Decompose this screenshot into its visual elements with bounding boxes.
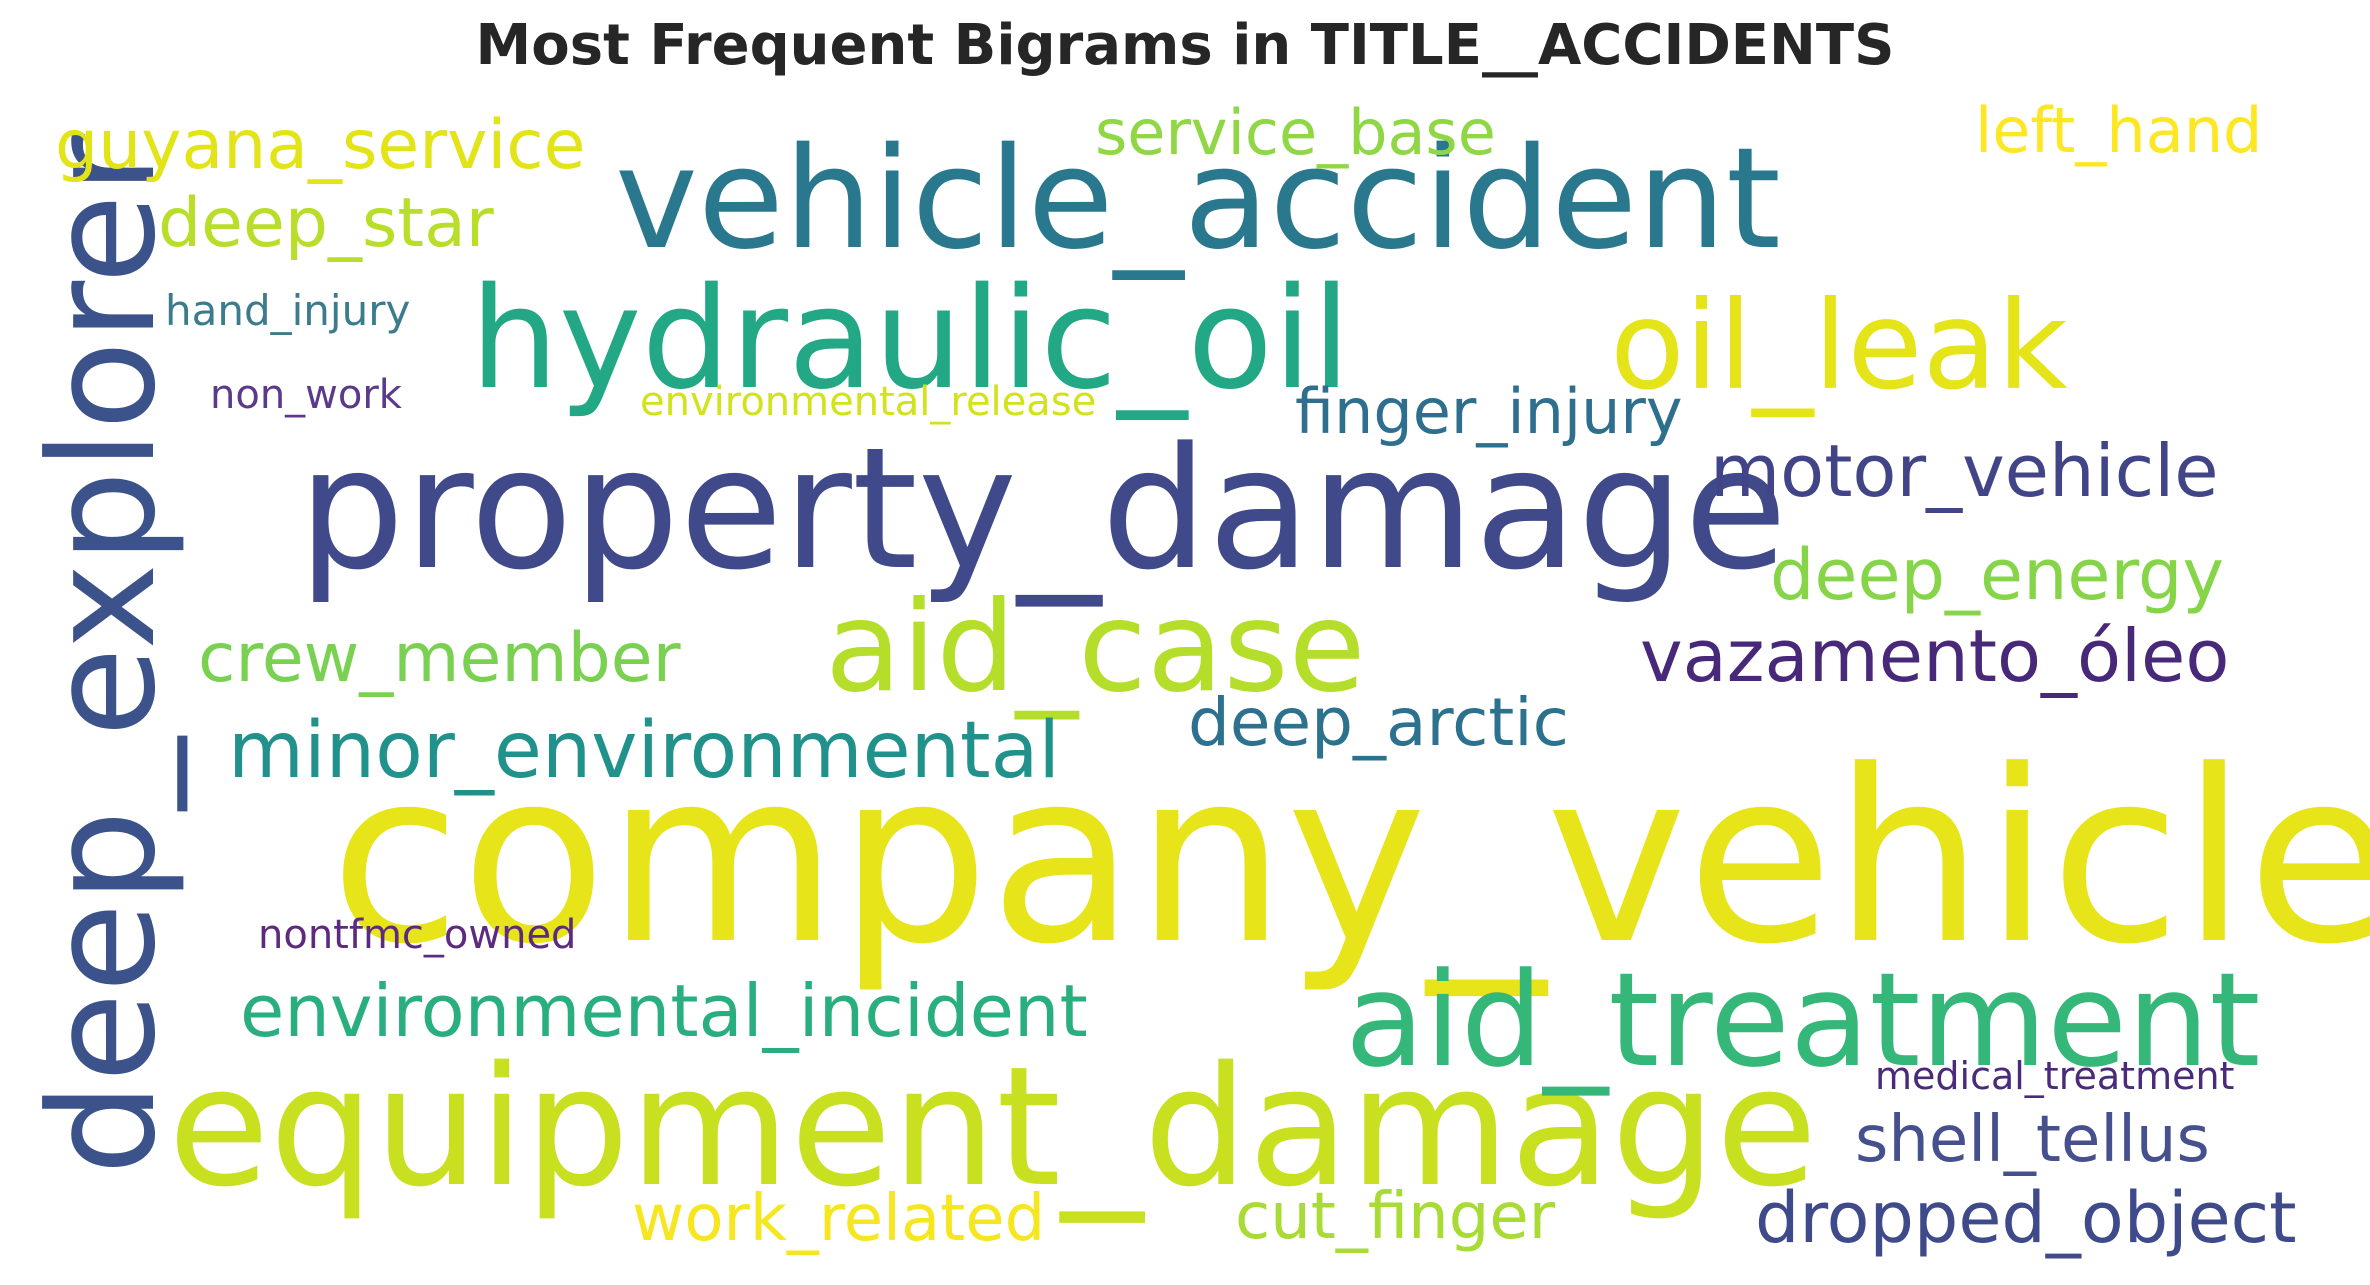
word-non-work: non_work [210,372,402,418]
word-vehicle-accident: vehicle_accident [615,118,1781,281]
word-aid-case: aid_case [825,575,1366,720]
word-finger-injury: finger_injury [1295,375,1683,448]
word-dropped-object: dropped_object [1755,1177,2297,1259]
word-equipment-damage: equipment_damage [168,1031,1818,1223]
word-aid-treatment: aid_treatment [1345,944,2261,1096]
word-hand-injury: hand_injury [165,286,411,335]
word-deep-explorer: deep_explorer [18,134,188,1175]
word-vazamento-leo: vazamento_óleo [1640,614,2230,698]
word-environmental-incident: environmental_incident [240,969,1088,1053]
word-medical-treatment: medical_treatment [1875,1054,2235,1098]
word-shell-tellus: shell_tellus [1855,1103,2210,1177]
word-service-base: service_base [1095,96,1496,169]
word-work-related: work_related [632,1182,1046,1256]
word-property-damage: property_damage [298,411,1788,607]
word-environmental-release: environmental_release [640,379,1097,425]
word-guyana-service: guyana_service [55,106,586,185]
word-deep-arctic: deep_arctic [1188,684,1569,761]
word-deep-energy: deep_energy [1770,534,2224,616]
word-crew-member: crew_member [198,619,681,698]
word-hydraulic-oil: hydraulic_oil [470,258,1351,421]
word-cut-finger: cut_finger [1235,1180,1556,1254]
word-company-vehicle: company_vehicle [330,720,2370,997]
word-left-hand: left_hand [1975,94,2263,167]
word-motor-vehicle: motor_vehicle [1710,429,2219,513]
chart-title: Most Frequent Bigrams in TITLE__ACCIDENT… [475,13,1895,78]
word-nontfmc-owned: nontfmc_owned [258,912,577,958]
word-deep-star: deep_star [158,184,494,263]
word-oil-leak: oil_leak [1610,275,2068,417]
word-minor-environmental: minor_environmental [228,706,1061,796]
